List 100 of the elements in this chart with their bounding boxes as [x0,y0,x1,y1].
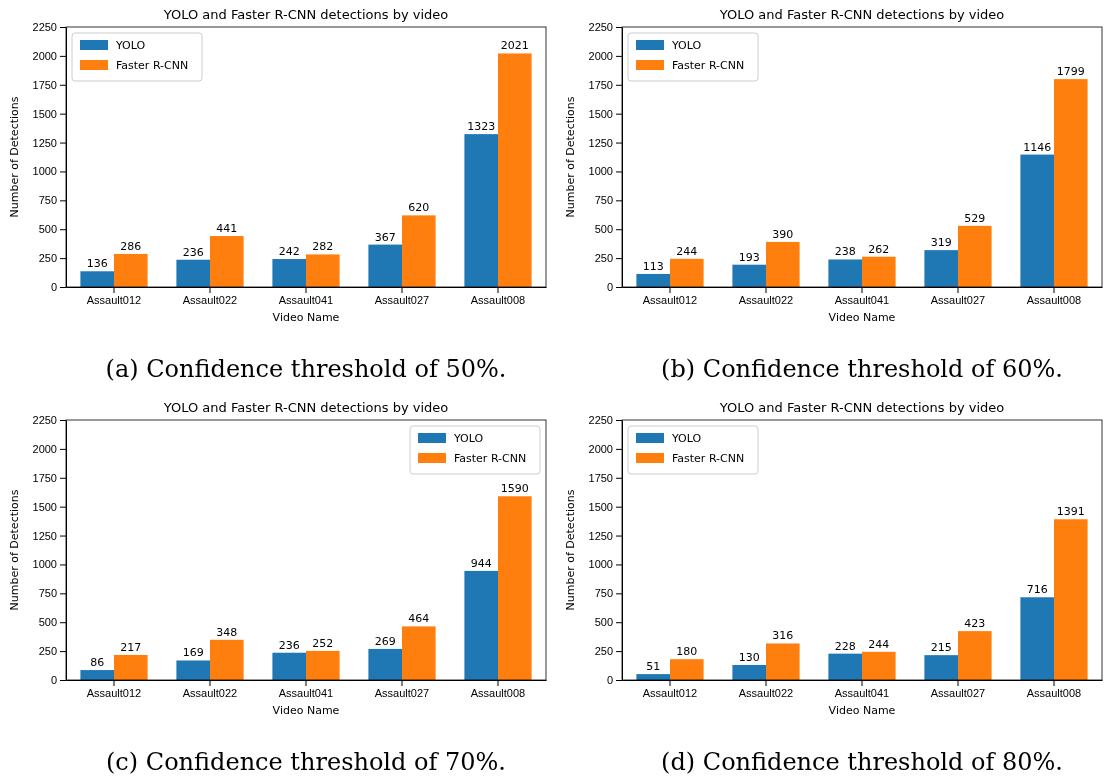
y-tick-label: 1000 [32,558,57,571]
bar [114,253,148,287]
bar [114,654,148,680]
y-tick-label: 2250 [588,21,613,34]
data-label: 136 [86,257,108,271]
bar [210,639,244,680]
y-tick-label: 2000 [588,442,613,455]
y-tick-label: 250 [594,252,613,265]
bar [272,259,306,287]
y-tick-label: 500 [594,223,613,236]
bar [368,648,402,680]
y-tick-label: 2000 [32,49,57,62]
data-label: 217 [120,640,142,654]
text: (a) Confidence threshold of 50%. [105,355,507,383]
data-label: 529 [964,211,986,225]
x-tick-label: Assault008 [470,293,526,306]
y-tick-label: 1250 [32,529,57,542]
bar [176,259,210,287]
bar [924,655,958,680]
y-tick-label: 1000 [32,165,57,178]
x-tick-label: Assault041 [278,686,334,699]
x-tick-label: Assault027 [374,686,430,699]
x-tick-label: Assault027 [374,293,430,306]
y-tick-label: 1500 [588,500,613,513]
legend-label: Faster R-CNN [116,59,189,72]
data-label: 1799 [1056,65,1085,79]
x-tick-label: Assault022 [738,293,794,306]
x-tick-label: Assault012 [642,293,698,306]
bar [670,258,704,287]
y-tick-label: 500 [38,616,57,629]
x-tick-label: Assault027 [930,686,986,699]
data-label: 390 [772,227,794,241]
y-tick-label: 1250 [588,136,613,149]
bar [402,626,436,680]
bar [670,659,704,680]
bar [80,670,114,680]
bar [862,256,896,287]
y-tick-label: 0 [606,281,613,294]
bar [828,653,862,680]
y-tick-label: 0 [606,674,613,687]
legend-label: YOLO [671,432,702,445]
y-tick-label: 1250 [32,136,57,149]
y-tick-label: 2000 [588,49,613,62]
data-label: 86 [90,656,105,670]
bar [210,236,244,287]
chart-title: YOLO and Faster R-CNN detections by video [162,7,449,22]
data-label: 252 [312,636,334,650]
data-label: 51 [646,660,661,674]
legend-label: YOLO [671,39,702,52]
data-label: 236 [182,245,204,259]
data-label: 228 [834,639,856,653]
data-label: 316 [772,629,794,643]
x-tick-label: Assault008 [1026,686,1082,699]
legend-label: Faster R-CNN [454,452,527,465]
y-axis-title: Number of Detections [8,96,21,218]
legend-label: YOLO [453,432,484,445]
x-axis-title: Video Name [828,311,896,324]
x-tick-label: Assault022 [182,686,238,699]
y-tick-label: 0 [50,281,57,294]
y-tick-label: 500 [594,616,613,629]
data-label: 244 [868,637,890,651]
x-tick-label: Assault022 [182,293,238,306]
data-label: 130 [738,650,760,664]
y-tick-label: 2250 [32,21,57,34]
data-label: 286 [120,239,142,253]
bar [766,241,800,287]
data-label: 244 [676,244,698,258]
data-label: 1323 [467,120,496,134]
y-tick-label: 750 [38,587,57,600]
data-label: 1590 [500,482,529,496]
x-tick-label: Assault041 [834,686,890,699]
data-label: 1146 [1023,140,1052,154]
y-tick-label: 1750 [32,78,57,91]
bar [464,570,498,680]
data-label: 242 [278,245,300,259]
bar [464,134,498,287]
y-tick-label: 1500 [588,107,613,120]
data-label: 348 [216,625,238,639]
bar [636,273,670,287]
y-tick-label: 1750 [588,471,613,484]
bar [80,271,114,287]
data-label: 236 [278,638,300,652]
y-tick-label: 1750 [588,78,613,91]
data-label: 282 [312,240,334,254]
bar [732,664,766,680]
bar [862,651,896,680]
y-tick-label: 2250 [32,414,57,427]
data-label: 441 [216,222,238,236]
y-tick-label: 750 [594,194,613,207]
bar [1020,154,1054,287]
y-tick-label: 1500 [32,107,57,120]
data-label: 716 [1026,583,1048,597]
bar [368,244,402,287]
x-tick-label: Assault008 [1026,293,1082,306]
data-label: 180 [676,645,698,659]
data-label: 169 [182,646,204,660]
y-tick-label: 750 [594,587,613,600]
data-label: 2021 [500,39,529,53]
bar [766,643,800,680]
y-axis-title: Number of Detections [564,489,577,611]
